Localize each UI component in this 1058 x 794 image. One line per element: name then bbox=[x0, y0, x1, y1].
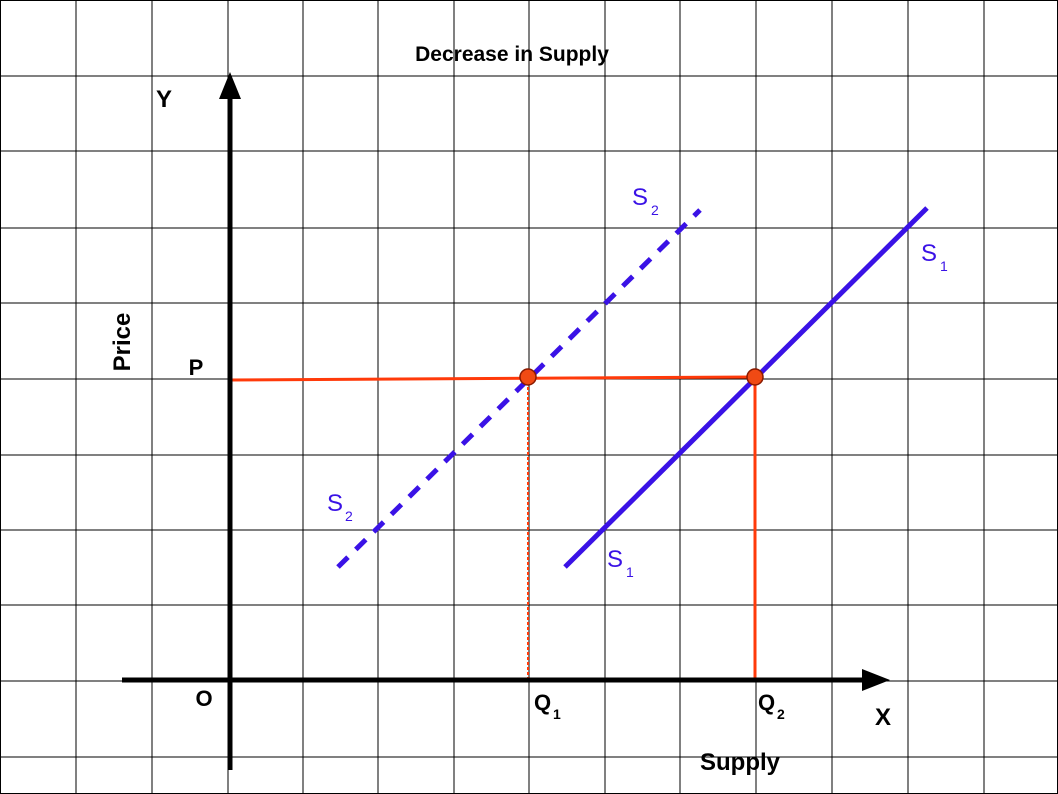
svg-text:Q: Q bbox=[758, 690, 775, 715]
curve-label-s1-top: S 1 bbox=[921, 240, 948, 274]
y-axis-title: Price bbox=[109, 313, 136, 372]
quantity-label-q2: Q 2 bbox=[758, 690, 785, 722]
svg-text:2: 2 bbox=[777, 706, 785, 722]
curve-label-s2-bottom: S 2 bbox=[327, 490, 353, 524]
svg-text:S: S bbox=[327, 490, 343, 517]
svg-text:Q: Q bbox=[534, 690, 551, 715]
supply-curve-s1 bbox=[563, 206, 929, 569]
equilibrium-point-s2 bbox=[519, 368, 537, 386]
svg-text:2: 2 bbox=[345, 508, 353, 524]
svg-text:2: 2 bbox=[651, 202, 659, 218]
y-axis-letter: Y bbox=[156, 86, 172, 113]
price-label-p: P bbox=[189, 355, 204, 380]
svg-text:S: S bbox=[607, 546, 623, 573]
svg-text:1: 1 bbox=[626, 564, 634, 580]
svg-text:S: S bbox=[632, 184, 648, 211]
x-axis-arrow-icon bbox=[862, 669, 890, 691]
price-guide-line bbox=[229, 375, 756, 382]
svg-text:S: S bbox=[921, 240, 937, 267]
curve-label-s1-bottom: S 1 bbox=[607, 546, 634, 580]
supply-curve-s2 bbox=[336, 208, 702, 569]
diagram-title: Decrease in Supply bbox=[415, 43, 609, 66]
quantity-label-q1: Q 1 bbox=[534, 690, 561, 722]
origin-label: O bbox=[195, 686, 212, 711]
equilibrium-point-s1 bbox=[746, 368, 764, 386]
curve-label-s2-top: S 2 bbox=[632, 184, 659, 218]
svg-text:1: 1 bbox=[553, 706, 561, 722]
x-axis-letter: X bbox=[875, 704, 891, 731]
y-axis-arrow-icon bbox=[219, 72, 241, 99]
svg-text:1: 1 bbox=[940, 258, 948, 274]
x-axis-title: Supply bbox=[700, 749, 781, 776]
